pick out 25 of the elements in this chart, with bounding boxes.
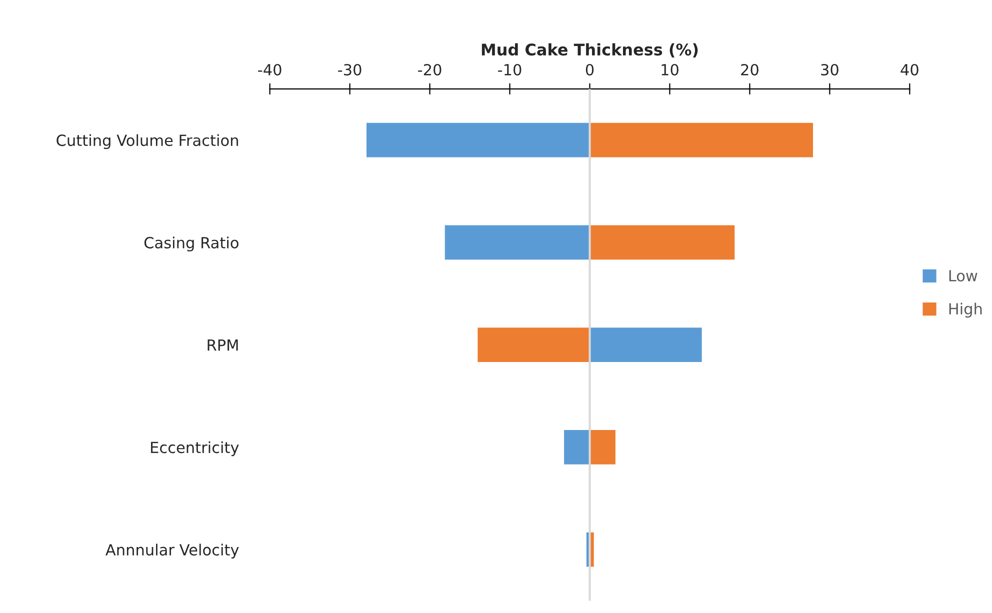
legend-label: High bbox=[949, 302, 982, 318]
bar bbox=[589, 121, 814, 159]
y-tick-label: Casing Ratio bbox=[144, 236, 238, 252]
bar bbox=[443, 224, 590, 262]
y-tick-label: RPM bbox=[208, 339, 238, 351]
x-tick-label: -10 bbox=[498, 64, 522, 76]
bar bbox=[589, 428, 617, 466]
x-tick-label: 30 bbox=[821, 64, 838, 76]
legend-label: Low bbox=[949, 270, 978, 282]
x-tick-label: 10 bbox=[662, 64, 678, 76]
y-tick-label: Annnular Velocity bbox=[106, 544, 239, 559]
x-tick-label: -20 bbox=[418, 64, 442, 76]
bar bbox=[589, 224, 736, 262]
x-tick-label: 0 bbox=[586, 64, 594, 76]
bar bbox=[365, 121, 590, 159]
x-tick-label: 40 bbox=[900, 64, 918, 76]
bar bbox=[476, 326, 590, 364]
x-tick-label: 20 bbox=[741, 64, 758, 76]
y-tick-label: Eccentricity bbox=[151, 441, 239, 456]
x-axis-title: Mud Cake Thickness (%) bbox=[482, 43, 698, 58]
y-tick-label: Cutting Volume Fraction bbox=[56, 134, 238, 150]
bar bbox=[562, 428, 590, 466]
x-tick-label: -40 bbox=[258, 64, 282, 76]
bar bbox=[589, 326, 704, 364]
x-tick-label: -30 bbox=[338, 64, 362, 76]
